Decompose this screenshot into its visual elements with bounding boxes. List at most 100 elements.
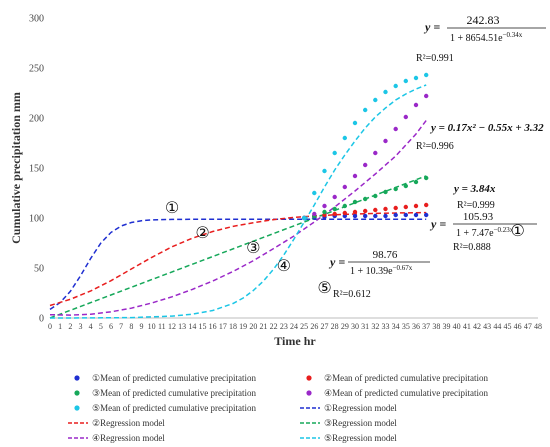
data-point-series-5 [322, 168, 327, 174]
x-tick-label: 37 [422, 322, 430, 331]
x-tick-label: 39 [443, 322, 451, 331]
x-tick-label: 16 [209, 322, 217, 331]
series-line-4 [49, 120, 427, 316]
data-point-series-3 [393, 186, 398, 192]
legend-label: ①Mean of predicted cumulative precipitat… [92, 373, 257, 383]
x-tick-label: 34 [392, 322, 400, 331]
legend-label: ②Regression model [92, 418, 165, 428]
x-tick-label: 45 [504, 322, 512, 331]
legend-label: ①Regression model [324, 403, 397, 413]
legend-label: ④Mean of predicted cumulative precipitat… [324, 388, 489, 398]
x-tick-label: 15 [199, 322, 207, 331]
y-axis-title: Cumulative precipitation mm [9, 92, 23, 244]
legend-marker-points [74, 375, 80, 381]
equation-5-denominator: 1 + 8654.51e−0.34x [450, 31, 523, 44]
data-point-series-2 [403, 204, 408, 210]
data-point-series-5 [413, 75, 419, 81]
series-marker-label: ① [165, 198, 179, 217]
data-point-series-4 [332, 194, 337, 200]
x-tick-label: 48 [534, 322, 542, 331]
data-point-series-5 [393, 83, 398, 89]
y-tick-label: 250 [29, 64, 44, 75]
equation-4: y = 0.17x² − 0.55x + 3.32 R²=0.996 [416, 122, 544, 152]
data-point-series-5 [424, 72, 429, 78]
equation-2: y = 105.93 1 + 7.47e−0.23x R²=0.888 [429, 211, 537, 253]
data-point-series-5 [342, 135, 347, 141]
data-point-series-5 [373, 97, 378, 103]
data-point-series-1 [352, 213, 358, 219]
series-marker-label: ① [510, 221, 524, 240]
x-tick-label: 21 [260, 322, 268, 331]
series-marker-label: ③ [246, 238, 260, 257]
x-tick-label: 2 [68, 322, 72, 331]
equation-3-text: y = 3.84x [452, 183, 496, 195]
x-tick-label: 30 [351, 322, 359, 331]
x-tick-label: 28 [331, 322, 339, 331]
series-marker-label: ⑤ [317, 278, 331, 297]
data-point-series-1 [393, 212, 398, 218]
x-tick-label: 43 [483, 322, 491, 331]
x-tick-label: 46 [514, 322, 522, 331]
data-point-series-5 [352, 120, 358, 126]
data-point-series-5 [332, 150, 337, 156]
legend-label: ②Mean of predicted cumulative precipitat… [324, 373, 489, 383]
data-point-series-1 [424, 212, 429, 218]
equation-1-r2: R²=0.612 [333, 289, 371, 300]
legend-label: ④Regression model [92, 433, 165, 443]
x-tick-label: 3 [79, 322, 83, 331]
y-axis-ticks: 0 50 100 150 200 250 300 [29, 14, 44, 325]
equation-5: y = 242.83 1 + 8654.51e−0.34x R²=0.991 [416, 13, 546, 64]
x-tick-label: 26 [310, 322, 318, 331]
series-line-2 [49, 211, 427, 307]
data-point-series-2 [352, 209, 358, 215]
data-point-series-3 [352, 199, 358, 205]
x-axis-ticks: 0 1 2 3 4 5 6 7 8 9 10 11 12 13 14 15 16 17 18 19 20 21 22 23 24… [48, 322, 542, 331]
x-tick-label: 17 [219, 322, 227, 331]
data-point-series-2 [413, 203, 419, 209]
data-point-series-3 [322, 209, 327, 215]
x-tick-label: 8 [129, 322, 133, 331]
y-tick-label: 300 [29, 14, 44, 25]
x-tick-label: 9 [140, 322, 144, 331]
x-tick-label: 31 [361, 322, 369, 331]
series-marker-label: ② [195, 223, 209, 242]
x-tick-label: 44 [493, 322, 501, 331]
equation-2-denominator: 1 + 7.47e−0.23x [456, 226, 514, 239]
data-point-series-2 [373, 207, 378, 213]
data-point-series-3 [373, 193, 378, 199]
x-tick-label: 25 [300, 322, 308, 331]
data-point-series-5 [383, 89, 388, 95]
equation-3-r2: R²=0.999 [457, 200, 495, 211]
x-tick-label: 42 [473, 322, 481, 331]
x-tick-label: 24 [290, 322, 298, 331]
x-tick-label: 27 [321, 322, 329, 331]
data-point-series-3 [342, 203, 347, 209]
x-tick-label: 10 [148, 322, 156, 331]
data-point-series-4 [342, 184, 347, 190]
series-line-3 [49, 175, 427, 319]
equation-1: y = 98.76 1 + 10.39e−0.67x R²=0.612 [328, 249, 430, 300]
data-point-series-2 [383, 206, 388, 212]
data-point-series-3 [332, 206, 337, 212]
x-tick-label: 22 [270, 322, 278, 331]
equation-4-r2: R²=0.996 [416, 141, 454, 152]
equation-5-r2: R²=0.991 [416, 53, 454, 64]
data-point-series-1 [363, 213, 368, 219]
data-point-series-3 [363, 196, 368, 202]
data-point-series-3 [403, 183, 408, 189]
legend-marker-points [74, 405, 80, 411]
equation-4-text: y = 0.17x² − 0.55x + 3.32 [429, 122, 544, 134]
x-tick-label: 6 [109, 322, 113, 331]
x-tick-label: 5 [99, 322, 103, 331]
equation-5-lhs: y = [423, 20, 440, 34]
equation-1-lhs: y = [328, 255, 345, 269]
legend-marker-points [74, 390, 80, 396]
x-tick-label: 23 [280, 322, 288, 331]
data-point-series-1 [413, 212, 419, 218]
legend-marker-points [306, 375, 312, 381]
predicted-points [302, 72, 429, 221]
data-point-series-2 [363, 208, 368, 214]
data-point-series-5 [312, 190, 317, 196]
data-point-series-4 [363, 162, 368, 168]
data-point-series-5 [302, 215, 307, 221]
